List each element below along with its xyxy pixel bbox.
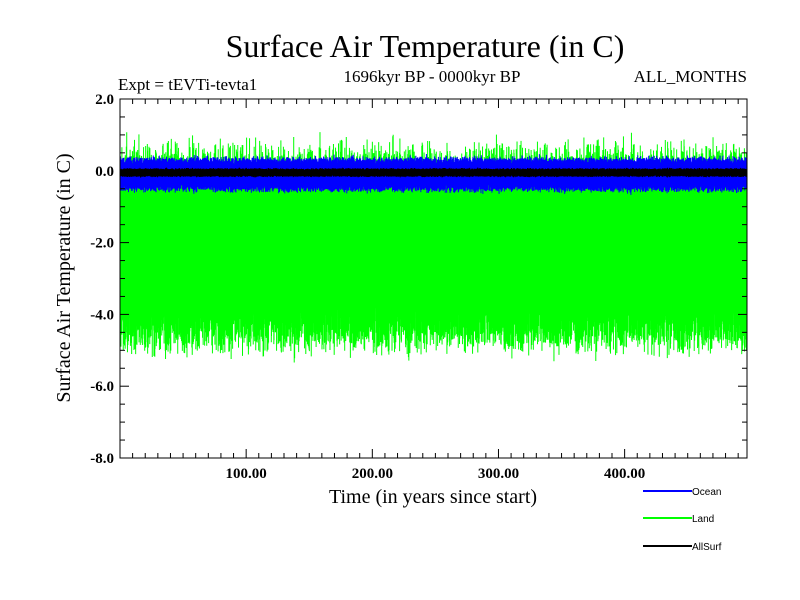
y-tick-label: 2.0 [95,92,114,108]
plot-area: 100.00 200.00 300.00 400.00 2.0 0.0 -2.0 -4.0 -6… [90,92,748,482]
x-tick-label: 400.00 [604,466,645,482]
legend: Ocean Land AllSurf [643,487,722,553]
x-tick-label: 200.00 [352,466,393,482]
y-tick-label: -6.0 [90,379,114,395]
y-tick-label: -8.0 [90,451,114,467]
x-tick-label: 300.00 [478,466,519,482]
y-axis-label: Surface Air Temperature (in C) [53,153,75,402]
y-tick-label: -4.0 [90,307,114,323]
x-axis-label: Time (in years since start) [329,486,537,508]
series-line-allsurf [120,167,747,178]
chart-title: Surface Air Temperature (in C) [226,28,625,64]
x-tick-label: 100.00 [226,466,267,482]
legend-label-ocean: Ocean [692,487,721,498]
months-label: ALL_MONTHS [634,67,747,86]
legend-label-land: Land [692,514,714,525]
y-tick-label: 0.0 [95,164,114,180]
time-range-label: 1696kyr BP - 0000kyr BP [344,67,521,86]
y-tick-label: -2.0 [90,236,114,252]
legend-label-allsurf: AllSurf [692,542,722,553]
experiment-label: Expt = tEVTi-tevta1 [118,75,257,94]
